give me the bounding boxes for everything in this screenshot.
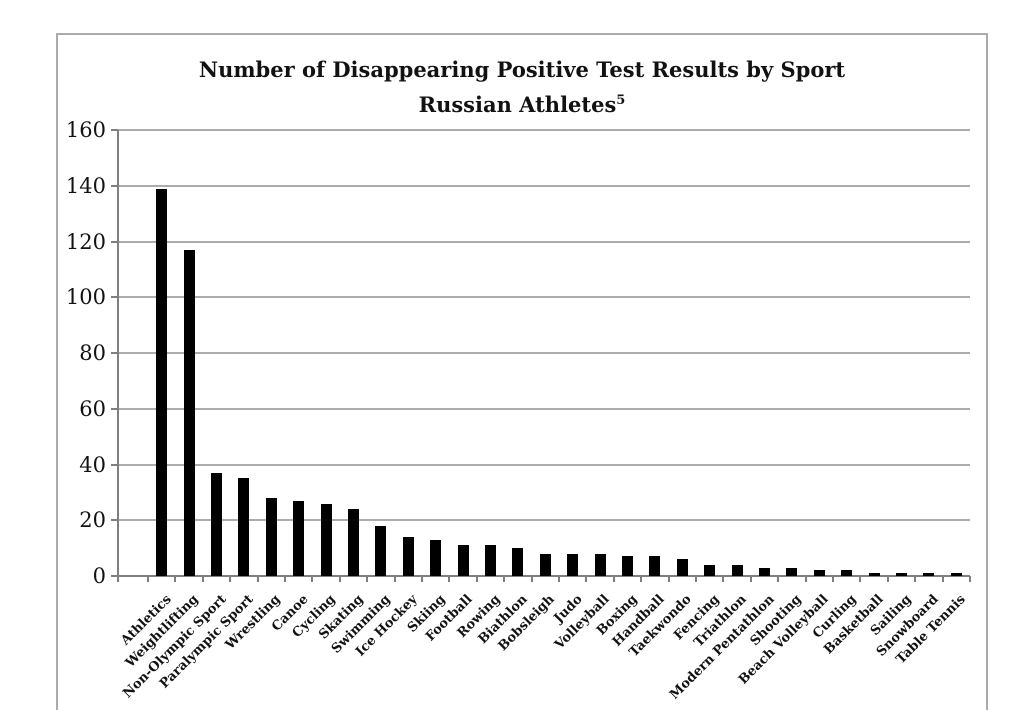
bar-volleyball — [594, 553, 606, 576]
gridline-80 — [118, 352, 970, 354]
y-axis-tick — [111, 519, 118, 522]
x-axis-tick — [640, 576, 643, 582]
bar-skiing — [430, 539, 442, 576]
bar-curling — [841, 570, 853, 576]
x-axis-tick — [667, 576, 670, 582]
y-axis-tick-label: 100 — [65, 285, 106, 310]
bar-paralympic-sport — [238, 478, 250, 576]
x-axis-tick — [941, 576, 944, 582]
x-axis-tick — [338, 576, 341, 582]
bar-boxing — [622, 556, 633, 576]
bar-weightlifting — [183, 249, 195, 576]
chart-title: Number of Disappearing Positive Test Res… — [56, 54, 988, 120]
x-axis-tick — [777, 576, 780, 582]
x-axis-tick — [749, 576, 752, 582]
bar-snowboard — [923, 573, 935, 576]
bar-canoe — [293, 500, 305, 576]
y-axis-tick — [111, 463, 118, 466]
x-axis-tick — [229, 576, 232, 582]
bar-basketball — [868, 573, 880, 576]
y-axis-tick — [111, 240, 118, 243]
bar-swimming — [375, 525, 387, 576]
bar-athletics — [156, 188, 168, 576]
x-axis-tick — [421, 576, 423, 582]
bar-rowing — [485, 545, 496, 576]
y-axis-line — [117, 130, 119, 582]
x-axis-tick — [832, 576, 834, 582]
y-axis-tick — [111, 129, 118, 131]
x-axis-tick — [366, 576, 369, 582]
gridline-120 — [118, 240, 970, 243]
x-axis-tick — [585, 576, 588, 582]
gridline-20 — [118, 519, 970, 522]
x-axis-tick — [804, 576, 807, 582]
bar-sailing — [896, 573, 907, 576]
y-axis-tick — [111, 184, 118, 187]
x-axis-tick — [311, 576, 314, 582]
x-axis-tick — [969, 576, 971, 582]
y-axis-tick — [111, 575, 118, 577]
x-axis-tick — [886, 576, 889, 582]
y-axis-tick-label: 60 — [79, 396, 106, 421]
gridline-40 — [118, 463, 970, 466]
x-axis-tick — [695, 576, 697, 582]
bar-handball — [649, 556, 661, 576]
bar-table-tennis — [950, 573, 962, 576]
x-axis-tick — [256, 576, 259, 582]
chart-title-footnote-marker: 5 — [616, 93, 626, 108]
y-axis-tick-label: 0 — [92, 564, 106, 588]
x-axis-tick — [201, 576, 204, 582]
x-axis-tick — [859, 576, 862, 582]
x-axis-tick — [147, 576, 149, 582]
x-axis-tick — [612, 576, 615, 582]
y-axis-tick — [111, 352, 118, 354]
gridline-100 — [118, 296, 970, 299]
x-axis-tick — [530, 576, 533, 582]
bar-skating — [348, 509, 359, 576]
y-axis-tick-label: 120 — [65, 229, 106, 254]
y-axis-tick — [111, 407, 118, 410]
y-axis-tick-label: 160 — [65, 118, 106, 142]
x-axis-tick — [558, 576, 560, 582]
bar-judo — [567, 553, 579, 576]
gridline-160 — [118, 129, 970, 131]
x-axis-tick — [722, 576, 725, 582]
bar-beach-volleyball — [813, 570, 825, 576]
x-axis-tick — [475, 576, 478, 582]
bar-triathlon — [731, 564, 743, 576]
x-axis-tick — [393, 576, 396, 582]
chart-title-line2-text: Russian Athletes — [418, 92, 617, 117]
bar-taekwondo — [676, 559, 688, 576]
gridline-60 — [118, 407, 970, 410]
bar-non-olympic-sport — [211, 472, 222, 576]
bar-fencing — [704, 564, 716, 576]
x-axis-line — [117, 575, 970, 577]
x-axis-tick — [914, 576, 917, 582]
y-axis-tick-label: 80 — [79, 341, 106, 365]
bar-football — [457, 545, 469, 576]
x-axis-tick — [174, 576, 177, 582]
bar-bobsleigh — [539, 553, 551, 576]
x-axis-tick — [284, 576, 286, 582]
x-axis-tick — [503, 576, 506, 582]
bar-shooting — [786, 567, 798, 576]
chart-title-line2: Russian Athletes5 — [56, 85, 988, 120]
y-axis-tick-label: 40 — [79, 452, 106, 477]
bar-cycling — [320, 503, 332, 576]
chart-frame — [56, 33, 988, 710]
gridline-140 — [118, 184, 970, 187]
bar-wrestling — [265, 497, 277, 576]
bar-biathlon — [512, 548, 524, 576]
y-axis-tick — [111, 296, 118, 299]
y-axis-tick-label: 140 — [65, 173, 106, 198]
x-axis-tick — [448, 576, 451, 582]
y-axis-tick-label: 20 — [79, 508, 106, 533]
bar-modern-pentathlon — [759, 567, 770, 576]
chart-title-line1: Number of Disappearing Positive Test Res… — [198, 57, 846, 82]
bar-ice-hockey — [402, 536, 414, 576]
